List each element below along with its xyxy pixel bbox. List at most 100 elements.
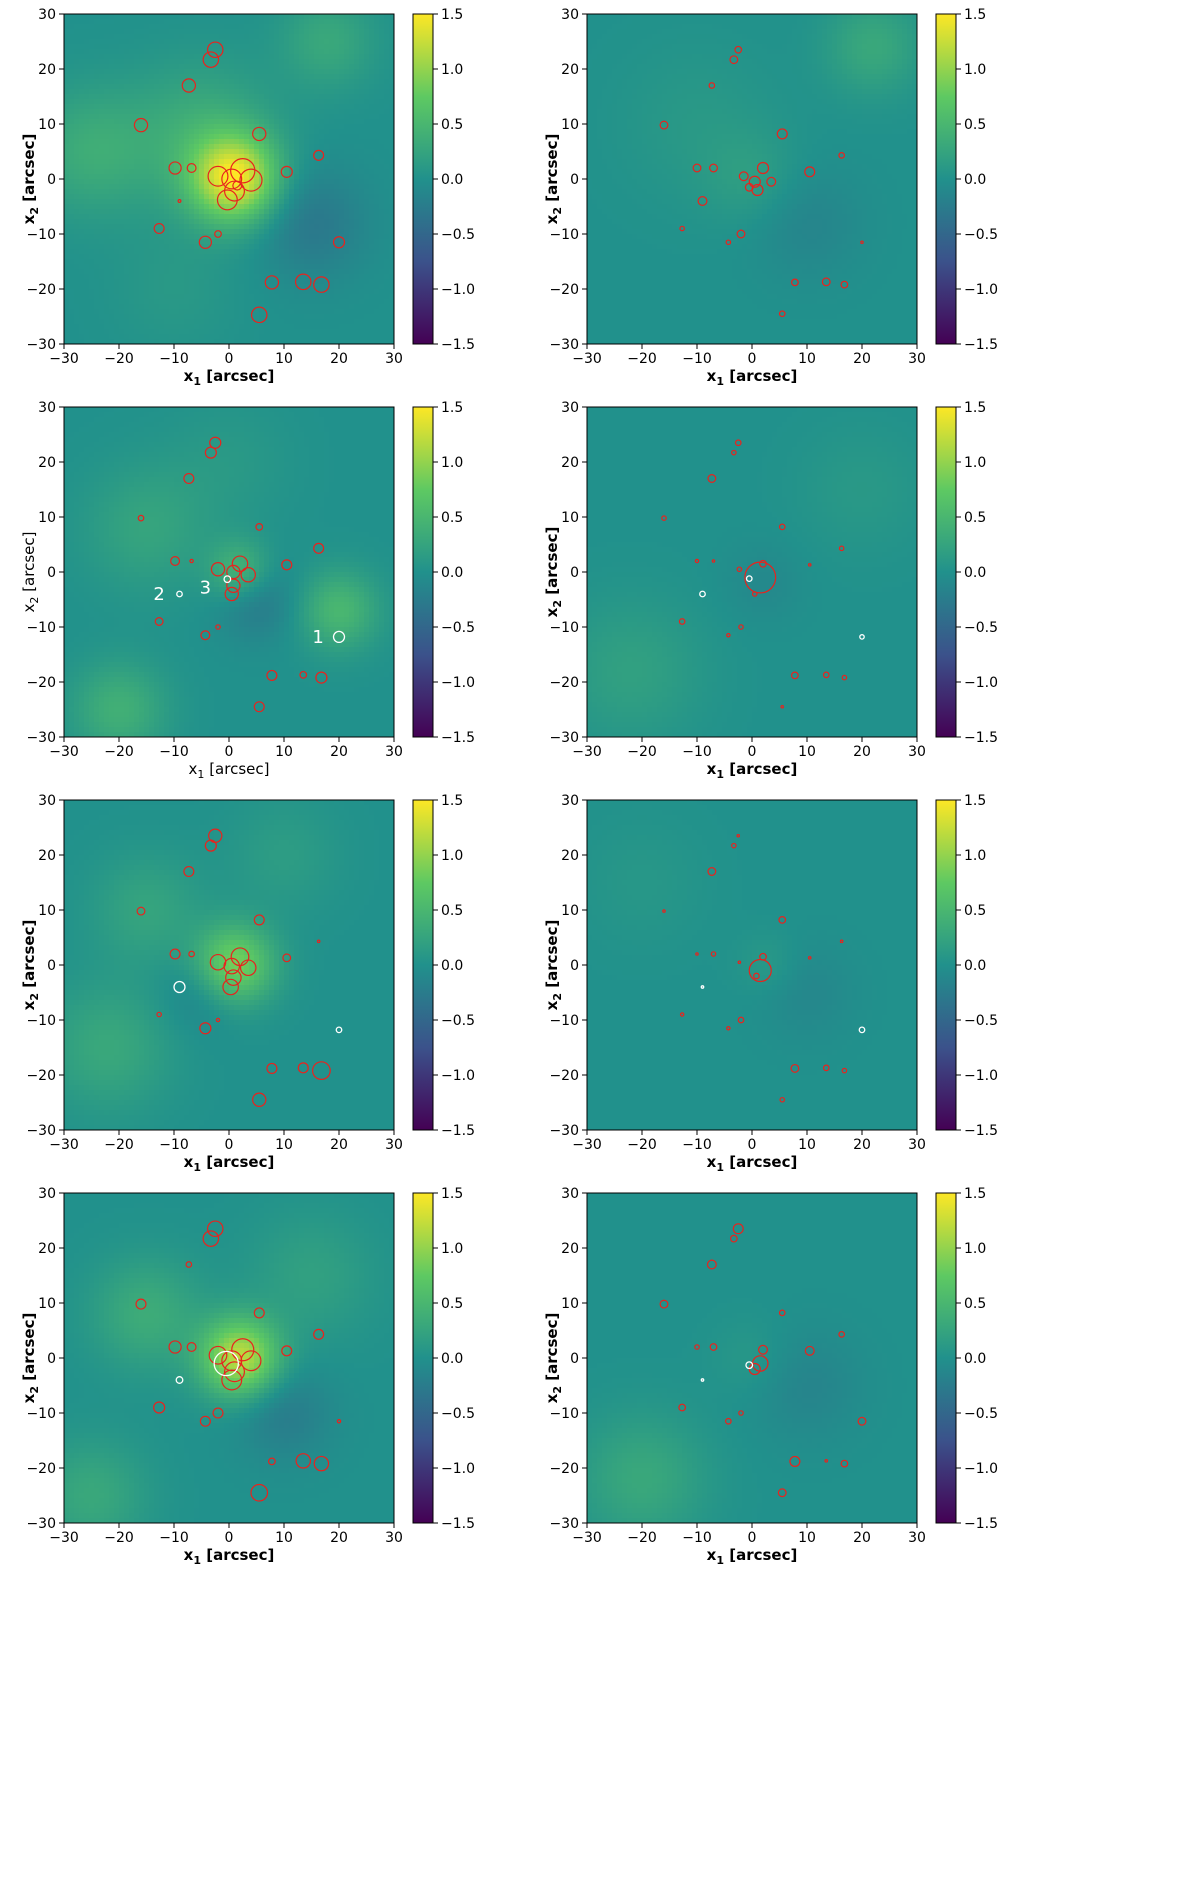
heatmap-cell: [294, 14, 300, 20]
heatmap-cell: [612, 124, 618, 130]
heatmap-cell: [592, 139, 598, 145]
heatmap-cell: [144, 254, 150, 260]
heatmap-cell: [134, 124, 140, 130]
heatmap-cell: [259, 234, 265, 240]
heatmap-cell: [144, 169, 150, 175]
heatmap-cell: [234, 54, 240, 60]
heatmap-cell: [189, 69, 195, 75]
heatmap-cell: [119, 339, 125, 344]
heatmap-cell: [314, 119, 320, 125]
heatmap-cell: [154, 14, 160, 20]
heatmap-cell: [289, 299, 295, 305]
heatmap-cell: [324, 239, 330, 245]
heatmap-cell: [204, 194, 210, 200]
heatmap-cell: [224, 139, 230, 145]
heatmap-cell: [264, 304, 270, 310]
heatmap-cell: [74, 254, 80, 260]
heatmap-cell: [94, 319, 100, 325]
heatmap-cell: [244, 59, 250, 65]
heatmap: [587, 14, 917, 344]
heatmap-cell: [369, 314, 375, 320]
heatmap-cell: [239, 79, 245, 85]
heatmap-cell: [617, 134, 623, 140]
heatmap-cell: [279, 104, 285, 110]
heatmap-cell: [214, 279, 220, 285]
heatmap-cell: [314, 129, 320, 135]
heatmap-cell: [289, 134, 295, 140]
heatmap-cell: [224, 319, 230, 325]
heatmap-cell: [74, 304, 80, 310]
heatmap-cell: [289, 109, 295, 115]
heatmap-cell: [159, 184, 165, 190]
heatmap-cell: [79, 199, 85, 205]
heatmap-cell: [379, 24, 385, 30]
heatmap-cell: [334, 174, 340, 180]
heatmap-cell: [89, 229, 95, 235]
heatmap-cell: [234, 244, 240, 250]
heatmap-cell: [74, 314, 80, 320]
heatmap-cell: [269, 234, 275, 240]
heatmap-cell: [169, 334, 175, 340]
heatmap-cell: [204, 49, 210, 55]
heatmap-cell: [314, 74, 320, 80]
heatmap-cell: [69, 209, 75, 215]
heatmap-cell: [154, 294, 160, 300]
heatmap-cell: [607, 179, 613, 185]
heatmap-cell: [194, 124, 200, 130]
heatmap-cell: [69, 24, 75, 30]
heatmap-cell: [139, 169, 145, 175]
heatmap-cell: [199, 49, 205, 55]
heatmap-cell: [109, 59, 115, 65]
heatmap-cell: [299, 124, 305, 130]
heatmap-cell: [179, 29, 185, 35]
heatmap-cell: [74, 59, 80, 65]
heatmap-cell: [234, 299, 240, 305]
heatmap-cell: [587, 219, 593, 225]
heatmap-cell: [314, 144, 320, 150]
heatmap-cell: [184, 39, 190, 45]
heatmap-cell: [289, 119, 295, 125]
heatmap-cell: [597, 104, 603, 110]
heatmap-cell: [279, 134, 285, 140]
heatmap-cell: [369, 84, 375, 90]
heatmap-cell: [592, 119, 598, 125]
heatmap-cell: [244, 159, 250, 165]
heatmap-cell: [587, 84, 593, 90]
heatmap-cell: [174, 254, 180, 260]
heatmap-cell: [104, 184, 110, 190]
heatmap-cell: [149, 339, 155, 344]
heatmap-cell: [224, 314, 230, 320]
heatmap-cell: [359, 44, 365, 50]
heatmap-cell: [209, 179, 215, 185]
heatmap-cell: [114, 59, 120, 65]
heatmap-cell: [339, 109, 345, 115]
heatmap-cell: [119, 114, 125, 120]
heatmap-cell: [84, 74, 90, 80]
heatmap-cell: [254, 184, 260, 190]
heatmap-cell: [99, 34, 105, 40]
heatmap-cell: [279, 264, 285, 270]
heatmap-cell: [384, 234, 390, 240]
heatmap-cell: [617, 149, 623, 155]
heatmap-cell: [617, 44, 623, 50]
heatmap-cell: [119, 199, 125, 205]
heatmap-cell: [79, 29, 85, 35]
heatmap-cell: [69, 179, 75, 185]
heatmap-cell: [199, 134, 205, 140]
x-tick-label: −20: [104, 351, 134, 367]
heatmap-cell: [204, 219, 210, 225]
heatmap-cell: [284, 59, 290, 65]
heatmap-cell: [99, 299, 105, 305]
heatmap-cell: [284, 44, 290, 50]
heatmap-cell: [224, 279, 230, 285]
heatmap-cell: [194, 194, 200, 200]
heatmap-cell: [109, 269, 115, 275]
heatmap-cell: [339, 34, 345, 40]
heatmap-cell: [99, 224, 105, 230]
heatmap-cell: [104, 244, 110, 250]
heatmap-cell: [612, 184, 618, 190]
heatmap-cell: [209, 204, 215, 210]
heatmap-cell: [314, 159, 320, 165]
heatmap-cell: [597, 14, 603, 20]
heatmap-cell: [264, 74, 270, 80]
